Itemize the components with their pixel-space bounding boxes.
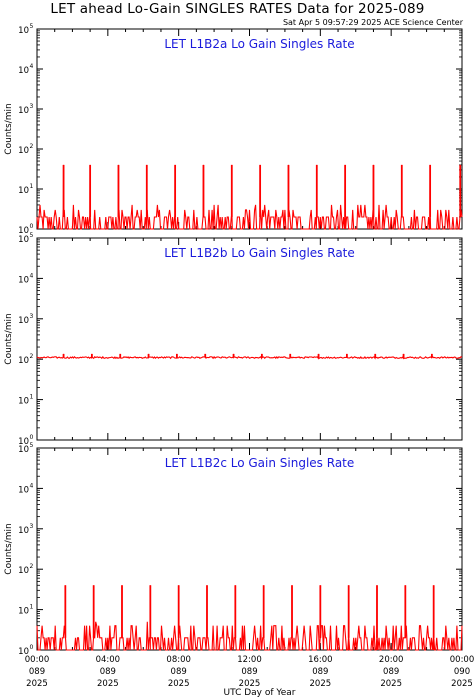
y-tick-label: 10 — [18, 607, 29, 617]
y-tick-label: 10 — [18, 186, 29, 196]
x-tick-doy: 089 — [171, 667, 187, 677]
y-tick-exponent: 3 — [30, 313, 34, 320]
plot-frame-2 — [36, 237, 463, 441]
x-tick-time: 20:00 — [379, 655, 404, 665]
y-tick-label: 10 — [18, 526, 29, 536]
x-tick-time: 04:00 — [96, 655, 121, 665]
y-axis-label: Counts/min — [4, 313, 14, 364]
y-tick-exponent: 0 — [30, 644, 34, 651]
data-trace-3 — [36, 585, 463, 651]
y-tick-exponent: 2 — [30, 143, 34, 150]
plot-frame-1 — [36, 28, 463, 230]
y-tick-exponent: 5 — [30, 442, 34, 449]
y-tick-exponent: 3 — [30, 103, 34, 110]
x-tick-time: 16:00 — [308, 655, 333, 665]
main-title: LET ahead Lo-Gain SINGLES RATES Data for… — [50, 1, 425, 17]
x-tick-year: 2025 — [168, 679, 190, 689]
y-tick-label: 10 — [18, 445, 29, 455]
y-tick-exponent: 2 — [30, 353, 34, 360]
y-tick-exponent: 3 — [30, 523, 34, 530]
x-tick-doy: 089 — [383, 667, 399, 677]
x-tick-doy: 089 — [100, 667, 116, 677]
y-tick-label: 10 — [18, 226, 29, 236]
y-tick-exponent: 1 — [30, 183, 34, 190]
y-tick-exponent: 5 — [30, 23, 34, 30]
y-tick-label: 10 — [18, 397, 29, 407]
x-tick-year: 2025 — [310, 679, 332, 689]
y-tick-label: 10 — [18, 647, 29, 657]
y-tick-label: 10 — [18, 106, 29, 116]
data-trace-1 — [36, 164, 463, 230]
y-tick-exponent: 0 — [30, 434, 34, 441]
y-tick-exponent: 4 — [30, 63, 34, 70]
y-tick-label: 10 — [18, 566, 29, 576]
y-tick-exponent: 0 — [30, 223, 34, 230]
x-tick-year: 2025 — [380, 679, 402, 689]
x-tick-year: 2025 — [26, 679, 48, 689]
x-axis-label: UTC Day of Year — [224, 688, 296, 698]
y-tick-label: 10 — [18, 26, 29, 36]
x-tick-year: 2025 — [239, 679, 261, 689]
panel-title-1: LET L1B2a Lo Gain Singles Rate — [164, 37, 354, 51]
x-tick-time: 12:00 — [237, 655, 262, 665]
timestamp: Sat Apr 5 09:57:29 2025 ACE Science Cent… — [282, 18, 463, 27]
y-tick-label: 10 — [18, 275, 29, 285]
y-tick-exponent: 2 — [30, 563, 34, 570]
y-tick-exponent: 4 — [30, 482, 34, 489]
plot-frame-3 — [36, 447, 463, 651]
y-tick-exponent: 1 — [30, 604, 34, 611]
y-tick-label: 10 — [18, 485, 29, 495]
y-tick-exponent: 1 — [30, 394, 34, 401]
y-axis-label: Counts/min — [4, 523, 14, 574]
x-tick-year: 2025 — [97, 679, 119, 689]
y-tick-label: 10 — [18, 356, 29, 366]
x-tick-doy: 089 — [241, 667, 257, 677]
data-trace-2 — [36, 353, 463, 360]
y-tick-label: 10 — [18, 66, 29, 76]
x-tick-time: 00:00 — [450, 655, 475, 665]
y-tick-label: 10 — [18, 316, 29, 326]
y-tick-exponent: 4 — [30, 272, 34, 279]
panel-title-2: LET L1B2b Lo Gain Singles Rate — [164, 246, 355, 260]
x-tick-year: 2025 — [451, 679, 473, 689]
y-axis-label: Counts/min — [4, 103, 14, 154]
x-tick-doy: 090 — [454, 667, 470, 677]
y-tick-label: 10 — [18, 437, 29, 447]
x-tick-doy: 089 — [312, 667, 328, 677]
y-tick-exponent: 5 — [30, 232, 34, 239]
x-tick-time: 00:00 — [25, 655, 50, 665]
y-tick-label: 10 — [18, 146, 29, 156]
y-tick-label: 10 — [18, 235, 29, 245]
x-tick-time: 08:00 — [166, 655, 191, 665]
x-tick-doy: 089 — [29, 667, 45, 677]
panel-title-3: LET L1B2c Lo Gain Singles Rate — [165, 456, 355, 470]
